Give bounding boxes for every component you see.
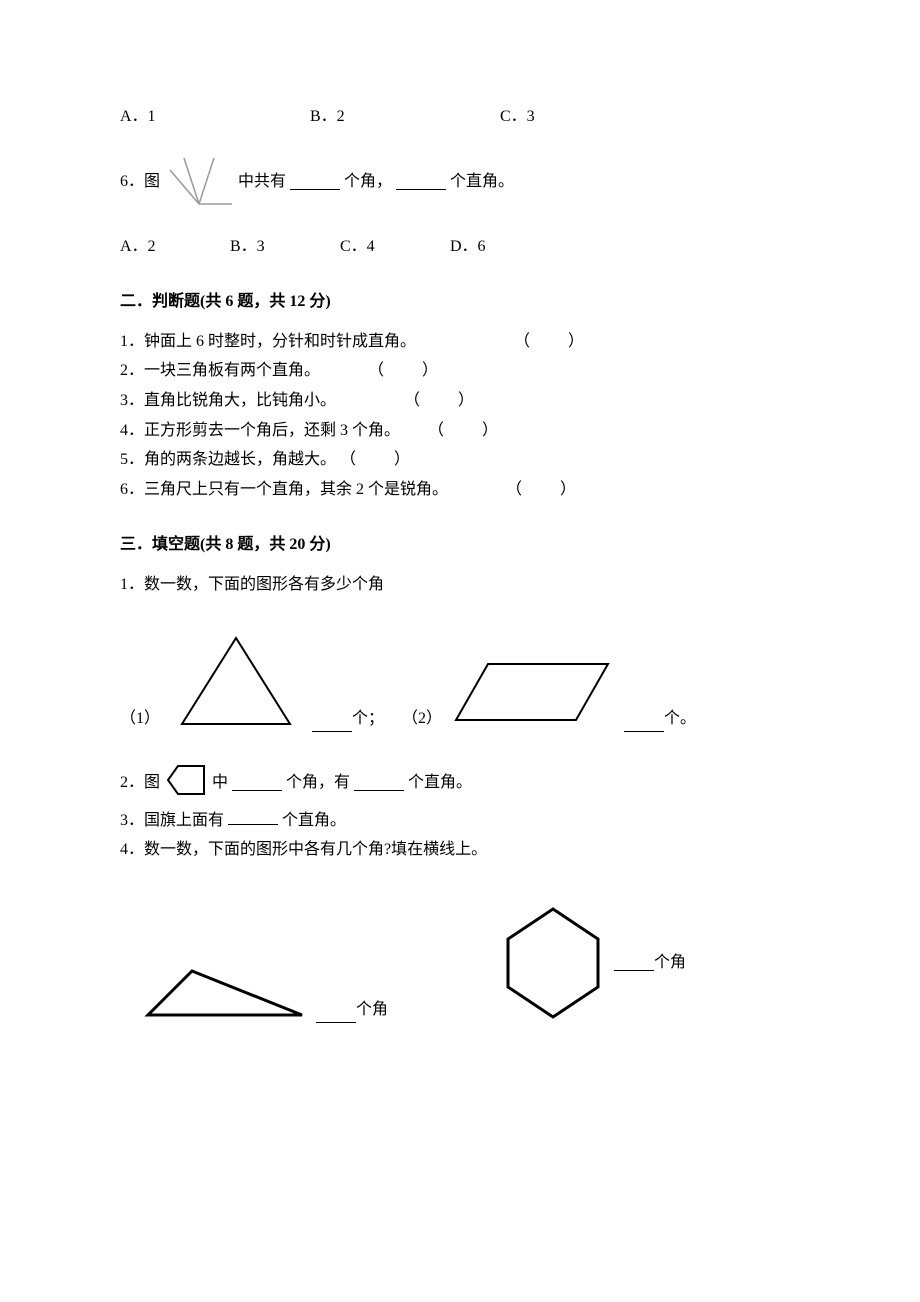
- s2-item-5-paren[interactable]: （ ）: [340, 451, 412, 468]
- s3-q2: 2．图 中 个角，有 个直角。: [120, 762, 800, 804]
- s3-q3-prefix: 3．国旗上面有: [120, 812, 224, 829]
- s3-q1-p2-suffix: 个。: [664, 706, 696, 732]
- q6-opt-a: A．2: [120, 234, 230, 260]
- s2-item-3-paren[interactable]: （ ）: [404, 392, 476, 409]
- s3-q4-figures: 个角 个角: [120, 903, 800, 1023]
- s3-q1-p1-suffix: 个；: [352, 706, 384, 732]
- s2-item-2-paren[interactable]: （ ）: [368, 362, 440, 379]
- q6-options: A．2 B．3 C．4 D．6: [120, 234, 800, 260]
- s3-q3: 3．国旗上面有 个直角。: [120, 808, 800, 834]
- q5-opt-a: A．1: [120, 104, 310, 130]
- q6-blank1[interactable]: [290, 173, 340, 190]
- section3-title: 三．填空题(共 8 题，共 20 分): [120, 532, 800, 558]
- s2-item-4-text: 4．正方形剪去一个角后，还剩 3 个角。: [120, 422, 400, 439]
- s2-item-2-text: 2．一块三角板有两个直角。: [120, 362, 320, 379]
- s2-item-1: 1．钟面上 6 时整时，分针和时针成直角。 （ ）: [120, 329, 800, 355]
- s2-item-5-text: 5．角的两条边越长，角越大。: [120, 451, 336, 468]
- rhombus-icon: [448, 652, 618, 732]
- q6-mid3: 个直角。: [450, 169, 514, 195]
- s2-item-6-paren[interactable]: （ ）: [506, 481, 578, 498]
- s3-q2-blank1[interactable]: [232, 774, 282, 791]
- s3-q1-p2-prefix: （2）: [402, 706, 442, 732]
- s3-q1-fig2: （2） 个。: [402, 652, 696, 732]
- s3-q2-blank2[interactable]: [354, 774, 404, 791]
- q6-opt-b: B．3: [230, 234, 340, 260]
- triangle-icon: [166, 632, 306, 732]
- s2-item-5: 5．角的两条边越长，角越大。 （ ）: [120, 447, 800, 473]
- hexagon-icon: [498, 903, 608, 1023]
- s3-q2-prefix: 2．图: [120, 770, 160, 796]
- s3-q4-blank1[interactable]: [316, 1006, 356, 1023]
- s3-q4-suffix2: 个角: [654, 950, 686, 976]
- s3-q4-suffix1: 个角: [356, 997, 388, 1023]
- s3-q1-blank2[interactable]: [624, 715, 664, 732]
- s3-q3-suffix: 个直角。: [282, 812, 346, 829]
- s3-q1-fig1: （1） 个；: [120, 632, 384, 732]
- s2-item-6: 6．三角尺上只有一个直角，其余 2 个是锐角。 （ ）: [120, 477, 800, 503]
- s3-q1-p1-prefix: （1）: [120, 706, 160, 732]
- s3-q1-stem: 1．数一数，下面的图形各有多少个角: [120, 572, 800, 598]
- s3-q4-fig1: 个角: [140, 963, 388, 1023]
- s2-item-4: 4．正方形剪去一个角后，还剩 3 个角。 （ ）: [120, 418, 800, 444]
- s3-q2-mid1: 中: [212, 770, 228, 796]
- s3-q3-blank[interactable]: [228, 808, 278, 825]
- q6-prefix: 6．图: [120, 169, 160, 195]
- s3-q4-stem: 4．数一数，下面的图形中各有几个角?填在横线上。: [120, 837, 800, 863]
- q5-opt-b: B．2: [310, 104, 500, 130]
- s3-q4-fig2: 个角: [498, 903, 686, 1023]
- q5-options: A．1 B．2 C．3: [120, 104, 800, 130]
- q5-opt-c: C．3: [500, 104, 535, 130]
- s2-item-6-text: 6．三角尺上只有一个直角，其余 2 个是锐角。: [120, 481, 448, 498]
- s3-q1-figures: （1） 个； （2） 个。: [120, 632, 800, 732]
- pentagon-icon: [164, 762, 208, 804]
- q6-angle-figure: [164, 156, 234, 208]
- s3-q1-blank1[interactable]: [312, 715, 352, 732]
- s2-item-3: 3．直角比锐角大，比钝角小。 （ ）: [120, 388, 800, 414]
- s3-q2-mid2: 个角，有: [286, 770, 350, 796]
- q6-mid1: 中共有: [238, 169, 286, 195]
- s2-item-1-paren[interactable]: （ ）: [514, 333, 586, 350]
- s2-item-2: 2．一块三角板有两个直角。 （ ）: [120, 358, 800, 384]
- s2-item-1-text: 1．钟面上 6 时整时，分针和时针成直角。: [120, 333, 416, 350]
- s2-item-3-text: 3．直角比锐角大，比钝角小。: [120, 392, 336, 409]
- q6-stem: 6．图 中共有 个角， 个直角。: [120, 156, 800, 208]
- q6-opt-c: C．4: [340, 234, 450, 260]
- s2-item-4-paren[interactable]: （ ）: [428, 422, 500, 439]
- s3-q4-blank2[interactable]: [614, 954, 654, 971]
- q6-mid2: 个角，: [344, 169, 392, 195]
- q6-opt-d: D．6: [450, 234, 486, 260]
- q6-blank2[interactable]: [396, 173, 446, 190]
- obtuse-triangle-icon: [140, 963, 310, 1023]
- s3-q2-mid3: 个直角。: [408, 770, 472, 796]
- section2-title: 二．判断题(共 6 题，共 12 分): [120, 289, 800, 315]
